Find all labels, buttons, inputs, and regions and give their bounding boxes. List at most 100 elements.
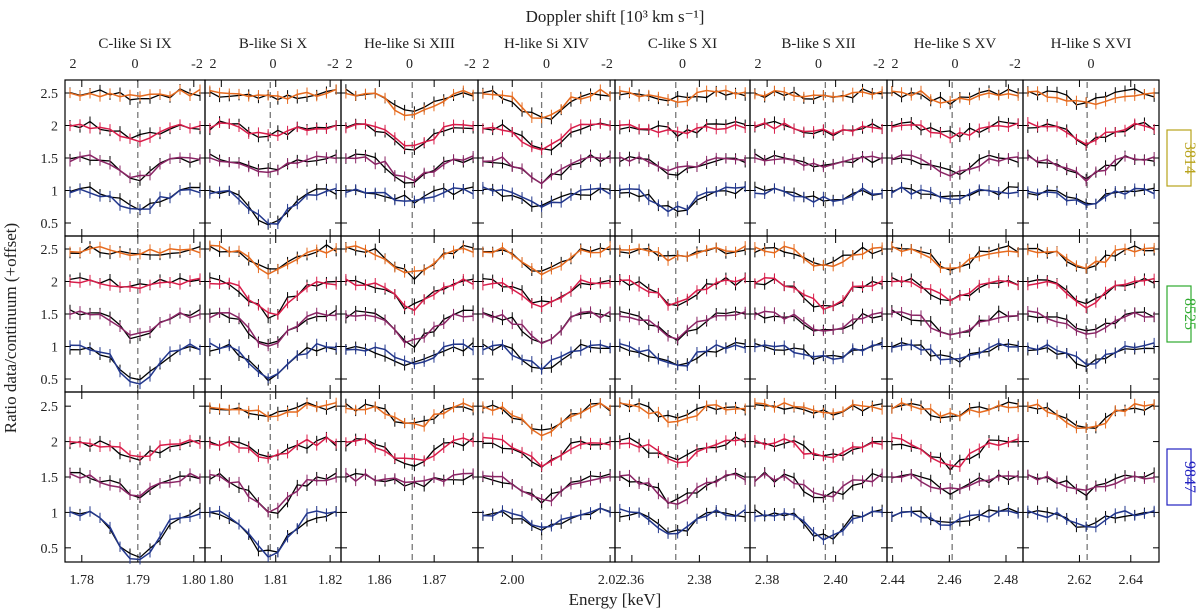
series_2-spectrum-line <box>891 279 1019 302</box>
top-tick-label: 0 <box>952 57 959 72</box>
series_4-spectrum-line <box>619 186 746 213</box>
panel-frame <box>614 391 751 563</box>
series_4-spectrum-line <box>754 187 883 204</box>
series_4-spectrum-line <box>619 508 746 535</box>
x-tick-label: 2.02 <box>598 573 623 588</box>
row-label-9847: 9847 <box>1181 461 1198 493</box>
top-tick-label: 2 <box>346 57 353 72</box>
row-label-box <box>1166 285 1192 343</box>
series_4-spectrum-line <box>69 343 201 385</box>
y-axis-label: Ratio data/continuum (+offset) <box>1 223 20 433</box>
series_1-spectrum-line <box>482 88 611 120</box>
panel <box>64 79 206 237</box>
x-tick-label: 2.40 <box>823 573 848 588</box>
x-tick-label: 2.38 <box>755 573 780 588</box>
series_4-spectrum-line <box>754 343 883 361</box>
top-tick-label: 0 <box>270 57 277 72</box>
panel <box>886 235 1024 393</box>
series_1-spectrum-line <box>891 245 1019 270</box>
black-spectrum-line <box>209 309 337 345</box>
y-tick-label: 1 <box>51 341 58 356</box>
series_3-spectrum-line <box>209 311 337 348</box>
top-tick-label: 0 <box>132 57 139 72</box>
series_3-spectrum-line <box>69 472 201 497</box>
black-spectrum-line <box>891 186 1019 198</box>
series_1-spectrum-line <box>69 245 201 257</box>
series_4-spectrum-line <box>619 342 746 367</box>
series_4-spectrum-line <box>891 186 1019 200</box>
series_4-spectrum-line <box>482 343 611 371</box>
panel <box>614 391 751 563</box>
panel <box>477 391 616 563</box>
series_4-spectrum-line <box>345 343 474 365</box>
black-spectrum-line <box>1027 88 1155 106</box>
black-spectrum-line <box>754 471 883 499</box>
series_3-spectrum-line <box>754 310 883 332</box>
series_3-spectrum-line <box>619 311 746 340</box>
series_2-spectrum-line <box>345 278 474 312</box>
series_1-spectrum-line <box>345 245 474 274</box>
series_2-spectrum-line <box>754 277 883 311</box>
series_4-spectrum-line <box>345 187 474 202</box>
panel-frame <box>749 235 888 393</box>
series_2-spectrum-line <box>1027 277 1155 309</box>
series_2-spectrum-line <box>482 278 611 308</box>
series_2-spectrum-line <box>209 280 337 316</box>
series_2-spectrum-line <box>482 123 611 151</box>
black-spectrum-line <box>891 120 1019 138</box>
series_3-spectrum-line <box>482 474 611 503</box>
series_3-spectrum-line <box>1027 473 1155 491</box>
panel <box>749 79 888 237</box>
panel <box>749 391 888 563</box>
ion-title: H-like S XVI <box>1051 36 1132 52</box>
series_3-spectrum-line <box>345 155 474 182</box>
top-tick-label: 0 <box>1088 57 1095 72</box>
y-tick-label: 2.5 <box>41 243 59 258</box>
row-label-box <box>1166 448 1192 506</box>
top-tick-label: 2 <box>483 57 490 72</box>
series_2-spectrum-line <box>69 439 201 458</box>
series_1-spectrum-line <box>345 402 474 428</box>
series_3-spectrum-line <box>482 310 611 345</box>
x-tick-label: 1.80 <box>182 573 207 588</box>
series_4-spectrum-line <box>891 342 1019 361</box>
ion-title: C-like Si IX <box>98 36 171 52</box>
series_1-spectrum-line <box>619 402 746 424</box>
series_1-spectrum-line <box>1027 402 1155 430</box>
series_4-spectrum-line <box>1027 509 1155 529</box>
series_3-spectrum-line <box>69 310 201 337</box>
black-spectrum-line <box>619 310 746 342</box>
black-spectrum-line <box>482 89 611 120</box>
x-tick-label: 1.82 <box>318 573 343 588</box>
series_2-spectrum-line <box>69 123 201 143</box>
black-spectrum-line <box>482 277 611 304</box>
black-spectrum-line <box>209 510 337 553</box>
series_1-spectrum-line <box>754 89 883 98</box>
black-spectrum-line <box>482 402 611 431</box>
black-spectrum-line <box>754 120 883 137</box>
ion-title: B-like Si X <box>239 36 308 52</box>
series_4-spectrum-line <box>69 510 201 561</box>
black-spectrum-line <box>1027 346 1155 368</box>
black-spectrum-line <box>209 276 337 320</box>
black-spectrum-line <box>619 435 746 461</box>
series_3-spectrum-line <box>69 154 201 179</box>
black-spectrum-line <box>619 90 746 102</box>
series_3-spectrum-line <box>1027 310 1155 335</box>
panel <box>614 235 751 393</box>
y-tick-label: 0.5 <box>41 542 59 557</box>
black-spectrum-line <box>69 245 201 256</box>
series_4-spectrum-line <box>482 507 611 529</box>
black-spectrum-line <box>1027 404 1155 430</box>
series_3-spectrum-line <box>209 155 337 174</box>
y-tick-label: 1.5 <box>41 308 59 323</box>
ion-title: C-like S XI <box>648 36 717 52</box>
top-axis-title: Doppler shift [10³ km s⁻¹] <box>526 7 705 26</box>
top-tick-label: -2 <box>464 57 476 72</box>
series_4-spectrum-line <box>69 188 201 210</box>
top-tick-label: 2 <box>755 57 762 72</box>
panel <box>886 391 1024 563</box>
black-spectrum-line <box>69 309 201 340</box>
series_1-spectrum-line <box>209 401 337 418</box>
